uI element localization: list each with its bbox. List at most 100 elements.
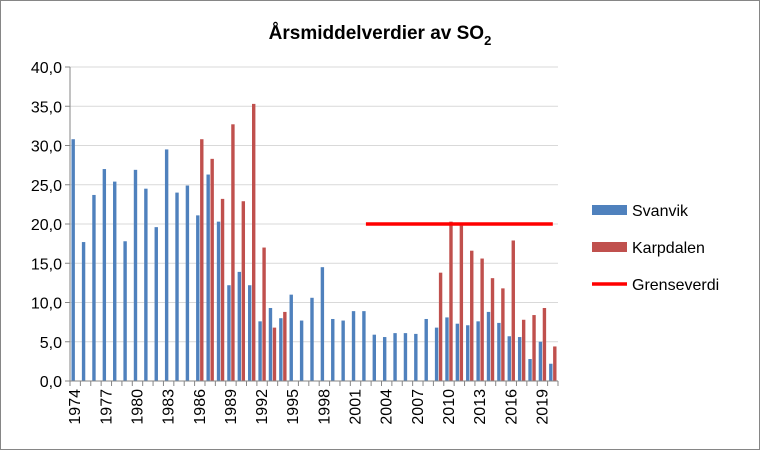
bar-svanvik-1981 <box>144 188 148 381</box>
bar-karpdalen-2016 <box>511 240 515 381</box>
bar-svanvik-1994 <box>279 318 283 381</box>
bar-svanvik-1977 <box>102 169 107 381</box>
bar-svanvik-2016 <box>507 336 511 381</box>
x-tick-label: 1989 <box>223 389 240 425</box>
x-tick-label: 2010 <box>441 389 458 425</box>
bar-karpdalen-2013 <box>480 258 484 381</box>
bar-svanvik-2010 <box>445 317 449 381</box>
bar-karpdalen-2014 <box>490 278 495 381</box>
y-tick-label: 20,0 <box>31 217 62 234</box>
y-tick-label: 25,0 <box>31 178 62 195</box>
bar-svanvik-1974 <box>71 139 75 381</box>
bar-svanvik-1975 <box>81 242 86 381</box>
legend-label-karpdalen: Karpdalen <box>632 240 705 257</box>
bar-karpdalen-2017 <box>521 319 526 381</box>
chart-title: Årsmiddelverdier av SO2 <box>269 23 492 48</box>
bar-karpdalen-1994 <box>283 311 287 381</box>
bar-svanvik-2006 <box>403 333 408 381</box>
bar-svanvik-1987 <box>206 174 210 381</box>
series-svanvik <box>71 139 553 381</box>
bar-karpdalen-1988 <box>220 198 225 381</box>
bar-svanvik-2012 <box>466 325 470 381</box>
bar-svanvik-1990 <box>237 271 242 381</box>
bar-karpdalen-1992 <box>262 247 266 381</box>
bar-karpdalen-2012 <box>470 250 474 381</box>
legend: Svanvik Karpdalen Grenseverdi <box>592 203 719 294</box>
bar-karpdalen-1991 <box>252 103 256 382</box>
bar-svanvik-1982 <box>154 227 158 381</box>
y-tick-label: 15,0 <box>31 256 62 273</box>
y-tick-label: 30,0 <box>31 139 62 156</box>
bar-svanvik-1996 <box>299 320 304 381</box>
bar-karpdalen-1989 <box>231 124 235 382</box>
x-tick-label: 1983 <box>161 389 178 425</box>
legend-label-grenseverdi: Grenseverdi <box>632 277 719 294</box>
x-tick-label: 2019 <box>534 389 551 425</box>
legend-swatch-karpdalen <box>592 242 627 252</box>
y-tick-labels: 0,0 5,0 10,0 15,0 20,0 25,0 30,0 35,0 40,0 <box>31 60 62 391</box>
bar-karpdalen-2010 <box>449 221 453 381</box>
bar-svanvik-1980 <box>133 169 138 381</box>
bar-svanvik-2004 <box>382 337 387 381</box>
x-tick-label: 1986 <box>192 389 209 425</box>
y-tick-label: 40,0 <box>31 60 62 77</box>
bar-svanvik-2020 <box>549 363 553 381</box>
y-tick-label: 35,0 <box>31 99 62 116</box>
x-tick-label: 2013 <box>472 389 489 425</box>
bar-svanvik-2015 <box>497 322 501 381</box>
bar-karpdalen-1986 <box>200 139 204 381</box>
bar-karpdalen-1990 <box>241 201 246 381</box>
x-tick-label: 1992 <box>254 389 271 425</box>
y-tick-label: 0,0 <box>40 374 62 391</box>
x-tick-label: 1980 <box>129 389 146 425</box>
bar-svanvik-1988 <box>216 221 221 381</box>
bar-svanvik-1997 <box>310 297 314 381</box>
bar-svanvik-1991 <box>248 285 252 381</box>
x-tick-label: 2001 <box>348 389 365 425</box>
bar-svanvik-1993 <box>268 307 273 381</box>
legend-label-svanvik: Svanvik <box>632 203 689 220</box>
bar-svanvik-2003 <box>372 334 376 381</box>
bar-svanvik-2005 <box>393 333 397 381</box>
bar-svanvik-2014 <box>486 311 491 381</box>
bar-karpdalen-2009 <box>438 272 443 381</box>
x-tick-labels: 1974 1977 1980 1983 1986 1989 1992 1995 1998 2001… <box>67 389 551 425</box>
y-tick-label: 5,0 <box>40 335 62 352</box>
bar-svanvik-2013 <box>476 321 480 381</box>
x-tick-label: 1977 <box>98 389 115 425</box>
bar-svanvik-2007 <box>414 333 418 381</box>
bar-svanvik-1979 <box>123 241 127 381</box>
legend-swatch-svanvik <box>592 205 627 215</box>
y-tick-label: 10,0 <box>31 296 62 313</box>
bar-svanvik-1986 <box>196 215 200 381</box>
bar-svanvik-1976 <box>92 194 96 381</box>
bar-svanvik-1995 <box>289 294 293 381</box>
bar-karpdalen-1987 <box>210 158 214 381</box>
bar-svanvik-2008 <box>424 318 428 381</box>
series-karpdalen <box>200 103 557 382</box>
axes <box>65 66 559 386</box>
bar-karpdalen-1993 <box>272 327 277 381</box>
bar-svanvik-2018 <box>528 359 532 381</box>
bar-svanvik-2000 <box>341 320 345 381</box>
gridlines <box>70 66 558 343</box>
bar-svanvik-2009 <box>434 327 439 381</box>
bar-karpdalen-2020 <box>553 346 557 381</box>
x-tick-label: 2016 <box>503 389 520 425</box>
bar-svanvik-1989 <box>227 285 231 381</box>
x-tick-label: 1995 <box>285 389 302 425</box>
x-tick-label: 2004 <box>379 389 396 425</box>
bar-svanvik-1985 <box>185 185 190 381</box>
x-tick-label: 2007 <box>410 389 427 425</box>
bar-svanvik-2002 <box>362 311 366 381</box>
bar-karpdalen-2011 <box>459 225 464 381</box>
bar-svanvik-1984 <box>175 192 179 381</box>
bar-svanvik-1983 <box>164 149 169 381</box>
bar-svanvik-2019 <box>538 341 543 381</box>
x-tick-label: 1974 <box>67 389 84 425</box>
chart-title-main: Årsmiddelverdier av SO <box>269 23 484 44</box>
bar-karpdalen-2019 <box>542 307 547 381</box>
bar-svanvik-2001 <box>351 311 356 381</box>
